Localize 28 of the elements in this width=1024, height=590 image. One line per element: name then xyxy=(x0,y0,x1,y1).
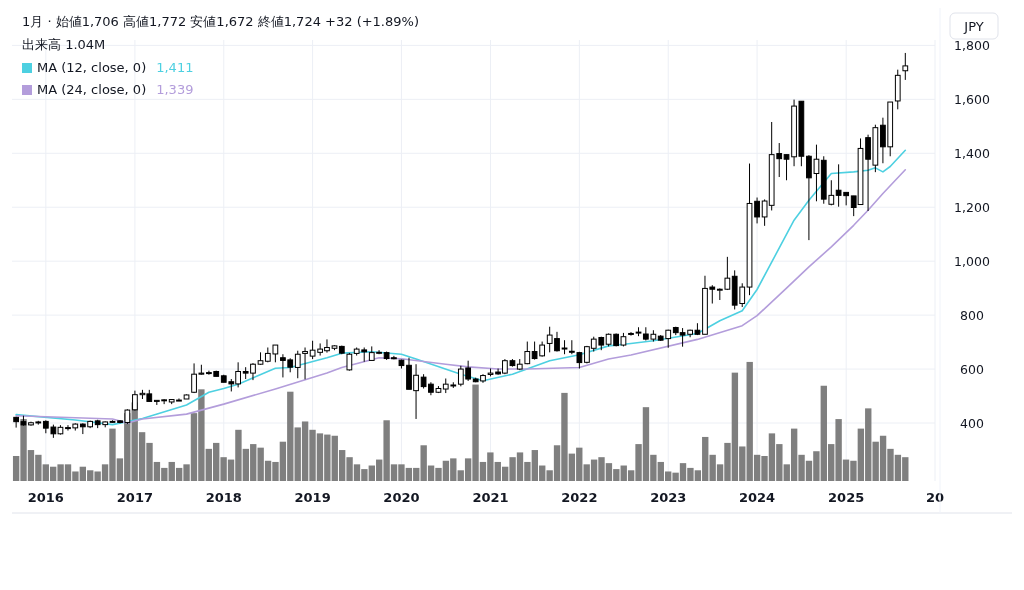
x-tick-label: 2018 xyxy=(205,490,242,505)
y-tick-label: 1,800 xyxy=(954,37,990,53)
legend-item: MA (24, close, 0) 1,339 xyxy=(22,82,194,97)
y-tick-label: 600 xyxy=(960,361,984,377)
x-tick-label: 2016 xyxy=(27,490,64,505)
x-tick-label: 2023 xyxy=(650,490,687,505)
text: JPY xyxy=(963,19,984,34)
x-tick-label: 2019 xyxy=(294,490,331,505)
x-tick-label: 2021 xyxy=(472,490,509,505)
x-tick-label: 20 xyxy=(925,490,945,505)
legend-label: MA (24, close, 0) xyxy=(37,82,147,97)
x-tick-label: 2025 xyxy=(828,490,865,505)
x-tick-label: 2024 xyxy=(738,490,776,505)
x-tick-label: 2022 xyxy=(561,490,598,505)
y-tick-label: 800 xyxy=(960,307,984,323)
chart-title: 1月 · 始値1,706 高値1,772 安値1,672 終値1,724 +32 (+1.89%) xyxy=(22,14,419,29)
annotation: 1,339 xyxy=(156,82,194,97)
y-tick-label: 1,000 xyxy=(954,253,990,269)
legend-label: MA (12, close, 0) xyxy=(37,60,147,75)
annotation: 出来高 1.04M xyxy=(22,37,106,52)
y-tick-label: 1,600 xyxy=(954,91,990,107)
y-tick-label: 400 xyxy=(960,415,984,431)
x-tick-label: 2020 xyxy=(383,490,420,505)
annotation: 1,411 xyxy=(156,60,194,75)
legend-item: MA (12, close, 0) 1,411 xyxy=(22,60,194,75)
x-tick-label: 2017 xyxy=(116,490,154,505)
y-tick-label: 1,400 xyxy=(954,145,990,161)
y-tick-label: 1,200 xyxy=(954,199,990,215)
